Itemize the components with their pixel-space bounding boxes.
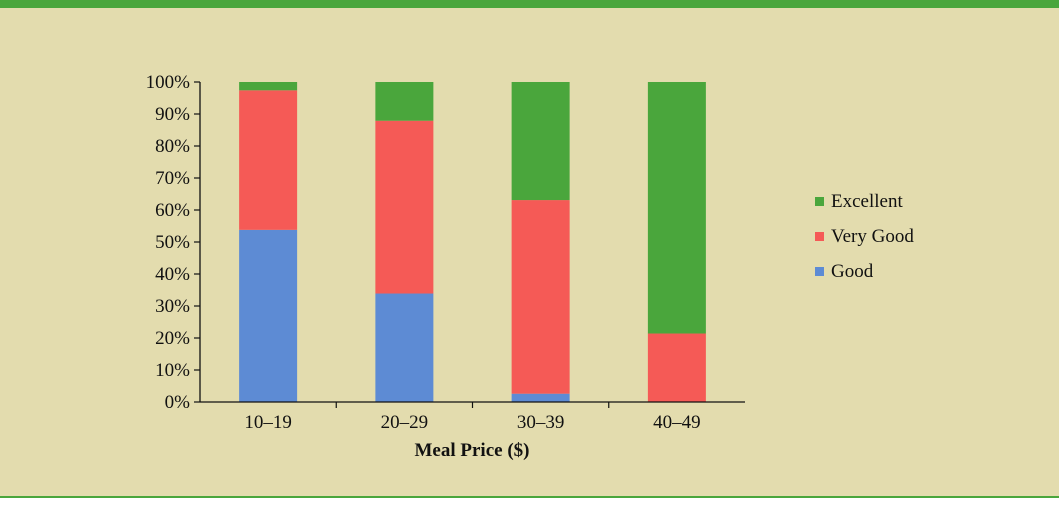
stacked-bar-chart: 0% 10% 20% 30% 40% 50% 60% 70% 80% 90% 100% 10–19 2… [146,72,915,461]
bar-excellent-1 [375,82,434,121]
x-tick-label: 40–49 [653,412,701,433]
y-tick-label: 50% [155,232,190,253]
x-tick-labels: 10–19 20–29 30–39 40–49 [244,412,700,433]
legend: Excellent Very Good Good [815,191,914,282]
bar-good-2 [511,393,570,402]
y-tick-label: 80% [155,136,190,157]
y-tick-label: 30% [155,296,190,317]
bar-excellent-3 [647,82,706,334]
y-tick-label: 0% [165,392,191,413]
y-tick-label: 90% [155,104,190,125]
bar-very-good-2 [511,200,570,394]
legend-label-excellent: Excellent [831,191,903,212]
legend-swatch-very-good [815,232,824,241]
bar-very-good-0 [239,90,298,230]
x-tick-label: 10–19 [244,412,292,433]
x-tick-label: 20–29 [381,412,429,433]
legend-label-good: Good [831,261,874,282]
bar-excellent-2 [511,82,570,201]
y-tick-label: 40% [155,264,190,285]
bar-excellent-0 [239,82,298,91]
y-tick-label: 10% [155,360,190,381]
axes-group [194,81,745,408]
legend-swatch-excellent [815,197,824,206]
bar-very-good-1 [375,120,434,294]
legend-label-very-good: Very Good [831,226,914,247]
x-axis-title: Meal Price ($) [415,440,530,461]
x-tick-label: 30–39 [517,412,565,433]
legend-swatch-good [815,267,824,276]
bar-good-1 [375,293,434,402]
y-tick-label: 70% [155,168,190,189]
y-tick-label: 100% [146,72,191,93]
bars-group [239,82,706,402]
y-tick-labels: 0% 10% 20% 30% 40% 50% 60% 70% 80% 90% 100% [146,72,191,413]
bar-very-good-3 [647,333,706,402]
bar-good-0 [239,229,298,402]
y-tick-label: 20% [155,328,190,349]
y-tick-label: 60% [155,200,190,221]
